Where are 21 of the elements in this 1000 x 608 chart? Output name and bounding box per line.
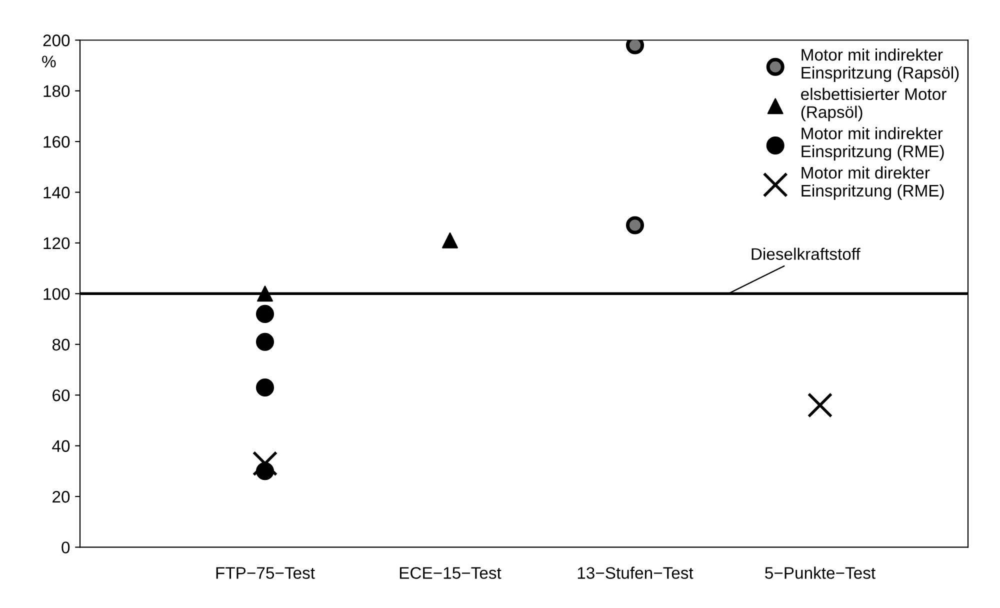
legend-label: Motor mit direkter Einspritzung (RME) <box>802 166 944 200</box>
y-tick-label: 120 <box>44 237 70 250</box>
y-axis-title: % <box>42 56 56 68</box>
y-tick-label: 100 <box>44 288 70 300</box>
x-tick-label: 13−Stufen−Test <box>578 566 694 579</box>
y-tick-label: 40 <box>52 440 70 452</box>
y-tick-label: 200 <box>43 34 70 46</box>
x-tick-label: ECE−15−Test <box>400 567 502 579</box>
ref-line-label: Dieselkraftstoff <box>752 248 860 260</box>
y-tick-label: 0 <box>62 542 70 554</box>
x-tick-label: FTP−75−Test <box>216 567 315 579</box>
y-tick-label: 140 <box>44 186 70 198</box>
legend-label: Motor mit indirekter Einspritzung (RME) <box>802 127 944 161</box>
x-tick-label: 5−Punkte−Test <box>765 566 876 579</box>
y-tick-label: 180 <box>44 85 70 98</box>
legend-label: elsbettisierter Motor (Rapsöl) <box>801 88 946 122</box>
y-tick-label: 80 <box>52 338 70 351</box>
y-tick-label: 60 <box>52 389 70 402</box>
legend-label: Motor mit indirekter Einspritzung (Rapsöl) <box>802 48 959 82</box>
y-tick-label: 20 <box>52 490 70 503</box>
y-tick-label: 160 <box>44 136 70 148</box>
